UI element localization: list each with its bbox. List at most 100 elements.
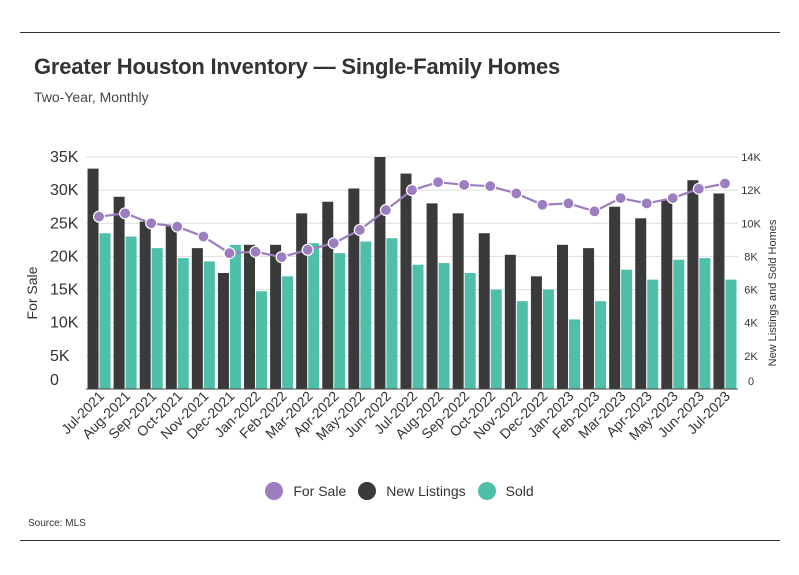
bar-sold [125, 236, 137, 389]
point-for-sale [562, 197, 575, 210]
legend-item-new-listings: New Listings [358, 482, 466, 500]
bar-sold [360, 241, 372, 389]
bar-new-listings [452, 213, 464, 389]
y2-tick-label: 10K [741, 218, 761, 230]
y-tick-label: 0 [50, 372, 59, 389]
bar-new-listings [583, 248, 595, 389]
y-axis-title: For Sale [24, 266, 40, 319]
legend-swatch-new-listings [358, 482, 377, 500]
legend-item-sold: Sold [477, 482, 534, 500]
bar-sold [542, 289, 554, 389]
y2-tick-label: 8K [744, 251, 758, 263]
point-for-sale [379, 203, 393, 217]
bar-sold [621, 269, 633, 389]
y-tick-label: 30K [50, 182, 79, 199]
bar-new-listings [504, 254, 516, 389]
bar-sold [568, 319, 580, 389]
y-tick-label: 25K [50, 215, 79, 232]
source-note: Source: MLS [28, 518, 86, 529]
point-for-sale [666, 191, 679, 205]
bar-new-listings [609, 206, 621, 389]
legend-swatch-sold [477, 482, 496, 500]
top-rule [20, 32, 780, 33]
bar-sold [464, 273, 476, 389]
bar-sold [647, 279, 659, 389]
bar-new-listings [322, 201, 334, 389]
bar-new-listings [530, 276, 542, 389]
y-tick-label: 5K [50, 348, 70, 365]
point-for-sale [692, 182, 705, 195]
point-for-sale [275, 250, 288, 264]
bar-new-listings [139, 221, 151, 389]
point-for-sale [718, 177, 732, 190]
chart-legend: For Sale New Listings Sold [0, 482, 799, 500]
point-for-sale [327, 237, 340, 250]
bar-new-listings [113, 196, 125, 389]
point-for-sale [510, 187, 523, 200]
bar-sold [595, 301, 607, 389]
y2-axis-title: New Listings and Sold Homes [767, 219, 779, 366]
bar-new-listings [661, 200, 673, 389]
bar-sold [282, 276, 294, 389]
legend-swatch-for-sale [265, 482, 284, 500]
bar-new-listings [217, 273, 229, 389]
y2-tick-label: 2K [744, 351, 758, 363]
point-for-sale [249, 245, 262, 258]
bar-sold [516, 301, 528, 389]
bar-new-listings [374, 157, 386, 389]
chart-canvas: 0 5K 10K 15K 20K 25K 30K 35K 0 2K 4K 6K 8K 10K 12K 14K F… [24, 149, 779, 443]
bar-sold [386, 238, 398, 389]
point-for-sale [119, 207, 132, 220]
y-tick-label: 10K [50, 315, 79, 332]
bar-new-listings [296, 213, 308, 389]
point-for-sale [145, 217, 158, 230]
legend-label-new-listings: New Listings [386, 483, 466, 499]
bar-new-listings [165, 224, 177, 389]
y-tick-label: 20K [50, 248, 79, 265]
bar-sold [151, 248, 163, 389]
y2-tick-label: 14K [741, 152, 761, 164]
point-for-sale [92, 210, 106, 223]
point-for-sale [614, 191, 627, 205]
bar-sold [725, 279, 737, 389]
point-for-sale [588, 205, 601, 218]
chart-title: Greater Houston Inventory — Single-Famil… [34, 54, 561, 79]
point-for-sale [301, 243, 314, 256]
y2-tick-label: 6K [744, 285, 758, 297]
bar-sold [177, 258, 189, 389]
bar-sold [334, 253, 346, 389]
point-for-sale [223, 247, 236, 260]
y-tick-label: 35K [50, 149, 79, 166]
bar-sold [673, 259, 685, 389]
bar-new-listings [426, 203, 438, 389]
bar-new-listings [556, 244, 568, 389]
bar-new-listings [478, 233, 490, 389]
bar-new-listings [713, 193, 725, 389]
point-for-sale [405, 184, 419, 197]
bar-sold [412, 264, 424, 389]
y2-tick-label: 0 [748, 376, 754, 388]
bar-new-listings [270, 244, 282, 389]
bar-sold [256, 291, 268, 389]
y2-tick-label: 12K [741, 185, 761, 197]
bar-sold [99, 233, 111, 389]
bar-new-listings [400, 173, 412, 389]
bar-new-listings [348, 188, 360, 389]
legend-label-sold: Sold [505, 483, 534, 499]
bar-sold [490, 289, 502, 389]
point-for-sale [536, 198, 549, 211]
bottom-rule [20, 540, 780, 541]
point-for-sale [640, 197, 653, 210]
y-tick-label: 15K [50, 282, 79, 299]
legend-label-for-sale: For Sale [293, 483, 347, 499]
bar-sold [308, 243, 320, 389]
point-for-sale [431, 176, 445, 189]
point-for-sale [484, 180, 497, 193]
y2-tick-label: 4K [744, 318, 758, 330]
bar-new-listings [87, 168, 99, 389]
bar-sold [203, 261, 215, 389]
bar-sold [699, 258, 711, 389]
bar-sold [438, 263, 450, 389]
bar-new-listings [687, 180, 699, 389]
point-for-sale [353, 223, 366, 237]
